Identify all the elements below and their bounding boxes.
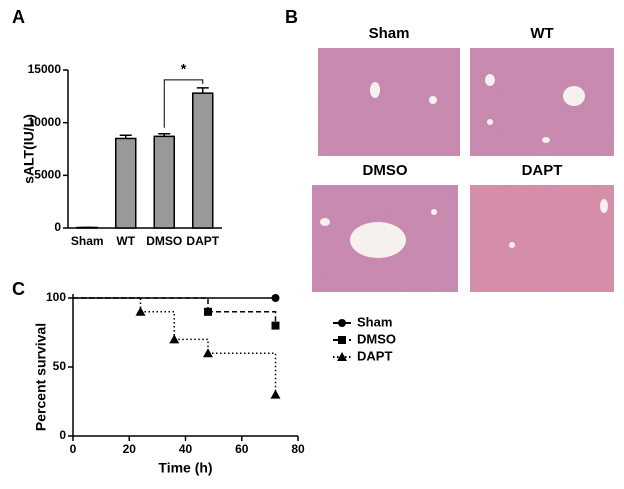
y-tick-label: 15000: [28, 62, 62, 76]
legend-label: DAPT: [357, 348, 392, 363]
x-tick-label: DAPT: [186, 234, 219, 248]
error-bar: [119, 134, 132, 139]
error-bar: [158, 132, 171, 137]
vessel: [370, 82, 380, 98]
vessel: [487, 119, 493, 125]
vessel: [350, 222, 406, 258]
vessel: [429, 96, 437, 104]
vessel: [600, 199, 608, 213]
x-tick-label: 20: [123, 442, 137, 456]
vessel: [431, 209, 437, 215]
image-title: WT: [530, 25, 553, 42]
survival-step: [174, 338, 209, 354]
x-tick-label: 80: [291, 442, 305, 456]
vessel: [509, 242, 515, 248]
histology-texture: [470, 185, 614, 292]
data-point: [271, 294, 280, 302]
y-tick-label: 0: [54, 220, 61, 234]
survival-step: [73, 297, 142, 312]
histology-texture: [318, 48, 460, 156]
significance-label: *: [181, 61, 187, 77]
x-tick-label: 40: [179, 442, 193, 456]
error-bar: [196, 87, 209, 94]
image-title: DAPT: [522, 162, 563, 179]
survival-step: [140, 311, 175, 340]
significance-bracket: [163, 79, 204, 128]
x-tick-label: 0: [70, 442, 77, 456]
vessel: [563, 86, 585, 106]
y-tick-label: 5000: [34, 168, 61, 182]
panel-label: B: [285, 7, 298, 27]
panel-label: A: [12, 7, 25, 27]
bar: [192, 92, 214, 229]
image-title: Sham: [369, 25, 410, 42]
histology-texture: [470, 48, 614, 156]
vessel: [320, 218, 330, 226]
y-axis-label: Percent survival: [33, 323, 49, 431]
legend-marker: [338, 319, 346, 327]
y-axis-label: sALT(IU/L): [21, 114, 37, 184]
data-point: [271, 321, 280, 330]
survival-step: [208, 311, 277, 326]
y-tick-label: 0: [59, 428, 66, 442]
legend-marker: [337, 352, 347, 361]
legend-label: Sham: [357, 314, 392, 329]
x-tick-label: WT: [116, 234, 135, 248]
x-tick-label: Sham: [71, 234, 104, 248]
legend-marker: [338, 336, 346, 344]
data-point: [270, 389, 281, 399]
survival-step: [208, 352, 277, 395]
y-tick-label: 50: [53, 359, 67, 373]
legend-label: DMSO: [357, 331, 396, 346]
x-tick-label: DMSO: [146, 234, 182, 248]
x-tick-label: 60: [235, 442, 249, 456]
y-tick-label: 10000: [28, 115, 62, 129]
bar: [153, 135, 175, 229]
x-axis-label: Time (h): [158, 460, 212, 476]
panel-label: C: [12, 279, 25, 299]
y-tick-label: 100: [46, 290, 66, 304]
image-title: DMSO: [363, 162, 408, 179]
bar: [115, 137, 137, 229]
vessel: [542, 137, 550, 143]
histology-panel: Sham WT DMSO DAPT: [312, 25, 614, 292]
vessel: [485, 74, 495, 86]
